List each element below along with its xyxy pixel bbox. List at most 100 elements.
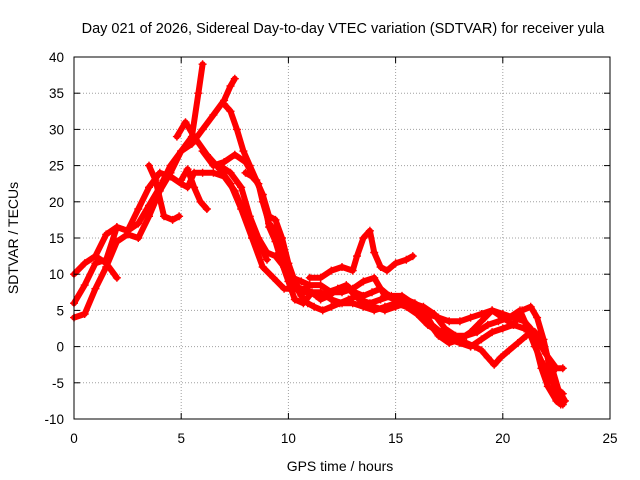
data-point	[145, 212, 153, 221]
data-point	[220, 100, 229, 109]
y-tick-label: 20	[49, 195, 64, 210]
data-point	[533, 313, 542, 322]
data-point	[196, 197, 205, 206]
data-point	[232, 125, 241, 134]
series-track-6	[177, 165, 211, 213]
y-tick-label: 40	[49, 50, 64, 65]
data-point	[278, 259, 286, 268]
data-point	[470, 342, 479, 351]
data-point	[370, 248, 379, 257]
data-point	[477, 335, 486, 344]
data-point	[175, 212, 184, 221]
data-point	[226, 179, 235, 188]
data-point	[168, 215, 177, 224]
data-point	[391, 259, 400, 268]
data-point	[134, 205, 143, 213]
x-tick-label: 25	[602, 431, 617, 446]
data-point	[402, 295, 411, 304]
data-point	[338, 263, 346, 271]
data-point	[263, 255, 271, 264]
data-point	[383, 266, 391, 275]
data-point	[376, 284, 385, 293]
data-point	[245, 212, 254, 221]
data-point	[194, 89, 203, 98]
data-point	[226, 82, 235, 90]
data-point	[198, 60, 207, 69]
data-point	[198, 168, 207, 177]
data-point	[112, 237, 121, 246]
data-point	[177, 147, 186, 156]
data-point	[428, 320, 436, 329]
x-tick-label: 0	[70, 431, 78, 446]
data-point	[318, 306, 327, 315]
data-point	[376, 263, 385, 271]
series-track-12	[305, 226, 417, 282]
data-point	[342, 281, 351, 290]
data-point	[265, 223, 274, 232]
data-point	[310, 302, 319, 311]
data-point	[254, 234, 263, 242]
data-point	[239, 147, 248, 156]
data-point	[348, 266, 357, 275]
data-point	[245, 161, 254, 170]
data-point	[483, 320, 492, 329]
data-point	[190, 183, 199, 192]
data-point	[80, 310, 89, 318]
x-axis-label: GPS time / hours	[287, 458, 394, 474]
data-point	[365, 226, 374, 235]
series-band	[71, 61, 206, 321]
data-point	[209, 110, 218, 119]
data-point	[350, 288, 359, 297]
data-point	[284, 277, 293, 286]
data-point	[477, 310, 486, 318]
data-point	[198, 147, 207, 156]
data-point	[466, 313, 475, 322]
data-point	[145, 183, 153, 192]
data-point	[271, 237, 280, 246]
y-tick-label: -5	[52, 376, 64, 391]
data-point	[80, 281, 89, 290]
data-point	[316, 281, 325, 290]
data-point	[91, 252, 100, 261]
data-point	[112, 273, 121, 282]
y-tick-label: 5	[56, 303, 64, 318]
data-point	[325, 291, 334, 300]
data-point	[488, 328, 497, 337]
data-point	[445, 317, 454, 326]
data-point	[316, 288, 325, 297]
data-point	[455, 317, 464, 326]
x-tick-label: 10	[281, 431, 296, 446]
data-point	[183, 165, 192, 174]
data-point	[230, 150, 239, 159]
data-point	[327, 302, 336, 311]
data-point	[134, 234, 143, 242]
data-point	[151, 176, 160, 185]
series-track-11	[220, 100, 569, 405]
data-point	[177, 176, 186, 185]
data-point	[172, 132, 181, 141]
data-point	[483, 353, 492, 362]
data-point	[490, 360, 499, 369]
data-point	[370, 273, 379, 282]
data-point	[190, 132, 199, 141]
data-point	[359, 291, 368, 300]
data-point	[498, 313, 507, 322]
data-point	[327, 266, 336, 275]
data-point	[299, 299, 308, 308]
data-point	[522, 331, 531, 340]
data-point	[558, 364, 567, 373]
data-point	[102, 259, 111, 268]
data-point	[488, 306, 497, 315]
data-point	[462, 339, 471, 347]
data-point	[123, 230, 132, 239]
data-point	[453, 335, 462, 344]
data-point	[498, 324, 507, 333]
data-point	[434, 313, 443, 322]
data-point	[402, 255, 411, 264]
data-point	[297, 291, 306, 300]
data-point	[391, 302, 400, 311]
data-point	[393, 295, 402, 304]
data-point	[252, 176, 261, 185]
data-point	[237, 205, 246, 213]
data-point	[539, 342, 548, 351]
